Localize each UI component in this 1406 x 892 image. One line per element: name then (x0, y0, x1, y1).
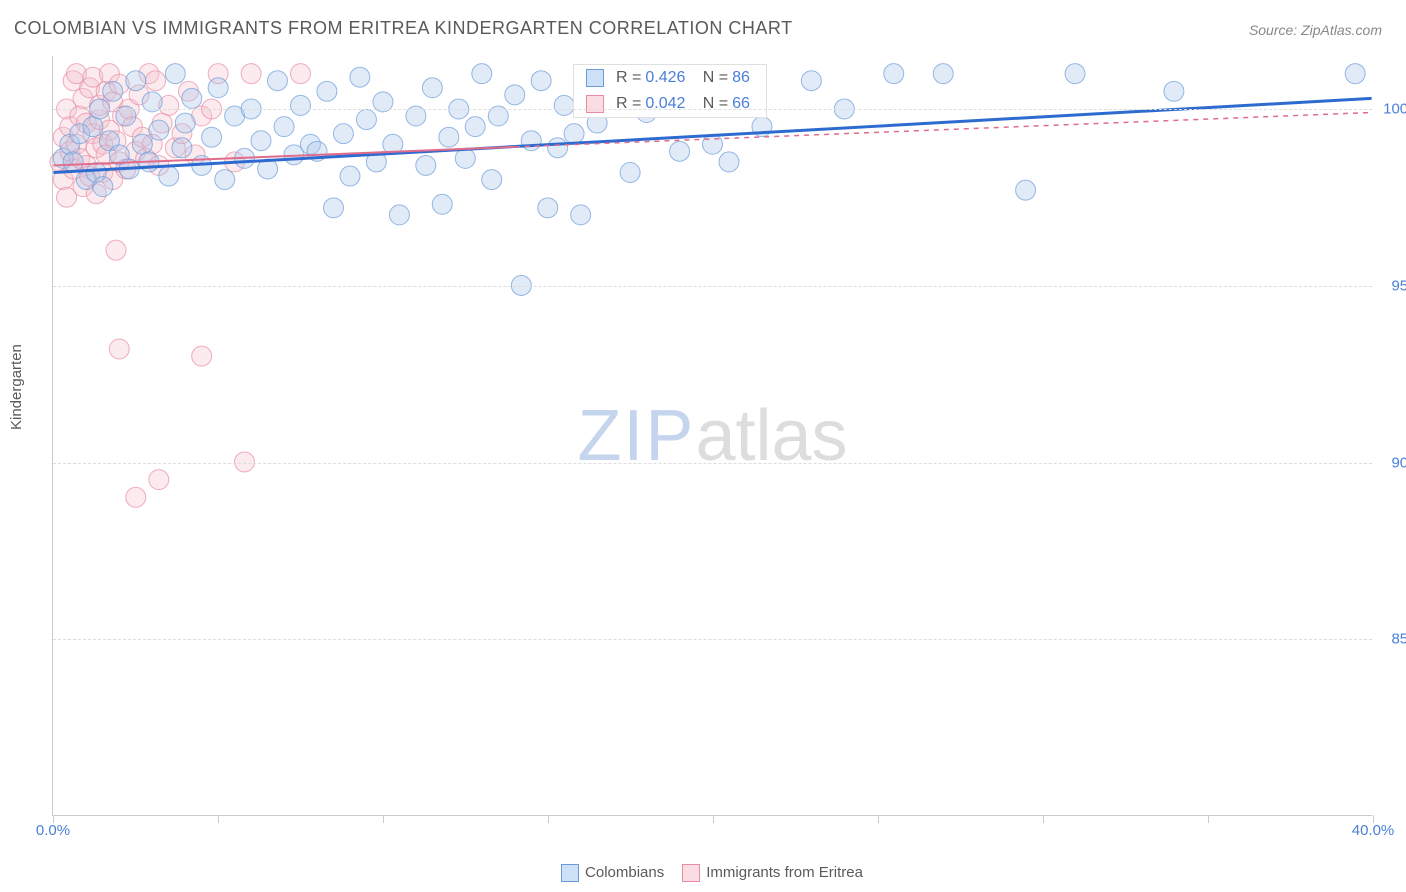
x-tick (218, 815, 219, 823)
gridline-h (53, 639, 1372, 640)
stats-row: R = 0.426 N = 86 (574, 65, 766, 91)
x-tick (713, 815, 714, 823)
legend-label: Immigrants from Eritrea (706, 864, 863, 881)
n-value: 66 (732, 95, 750, 113)
legend-swatch (561, 864, 579, 882)
x-tick (548, 815, 549, 823)
r-value: 0.042 (645, 95, 685, 113)
x-tick (878, 815, 879, 823)
series-swatch (586, 69, 604, 87)
scatter-svg (53, 56, 1372, 815)
plot-area: ZIPatlas R = 0.426 N = 86R = 0.042 N = 6… (52, 56, 1372, 816)
x-tick-label: 0.0% (36, 822, 70, 839)
legend-label: Colombians (585, 864, 664, 881)
bottom-legend: Colombians Immigrants from Eritrea (0, 864, 1406, 882)
y-tick-label: 100.0% (1383, 101, 1406, 118)
y-tick-label: 85.0% (1391, 631, 1406, 648)
gridline-h (53, 286, 1372, 287)
x-tick-label: 40.0% (1352, 822, 1395, 839)
y-axis-label: Kindergarten (8, 344, 25, 430)
r-label: R = (616, 95, 641, 113)
legend-swatch (682, 864, 700, 882)
x-tick (1208, 815, 1209, 823)
r-label: R = (616, 69, 641, 87)
chart-container: COLOMBIAN VS IMMIGRANTS FROM ERITREA KIN… (0, 0, 1406, 892)
x-tick (1043, 815, 1044, 823)
series-swatch (586, 95, 604, 113)
n-label: N = (703, 69, 728, 87)
stats-row: R = 0.042 N = 66 (574, 91, 766, 117)
x-tick (383, 815, 384, 823)
r-value: 0.426 (645, 69, 685, 87)
gridline-h (53, 463, 1372, 464)
chart-title: COLOMBIAN VS IMMIGRANTS FROM ERITREA KIN… (14, 18, 793, 39)
y-tick-label: 90.0% (1391, 454, 1406, 471)
source-attribution: Source: ZipAtlas.com (1249, 22, 1382, 38)
gridline-h (53, 109, 1372, 110)
n-label: N = (703, 95, 728, 113)
n-value: 86 (732, 69, 750, 87)
y-tick-label: 95.0% (1391, 277, 1406, 294)
